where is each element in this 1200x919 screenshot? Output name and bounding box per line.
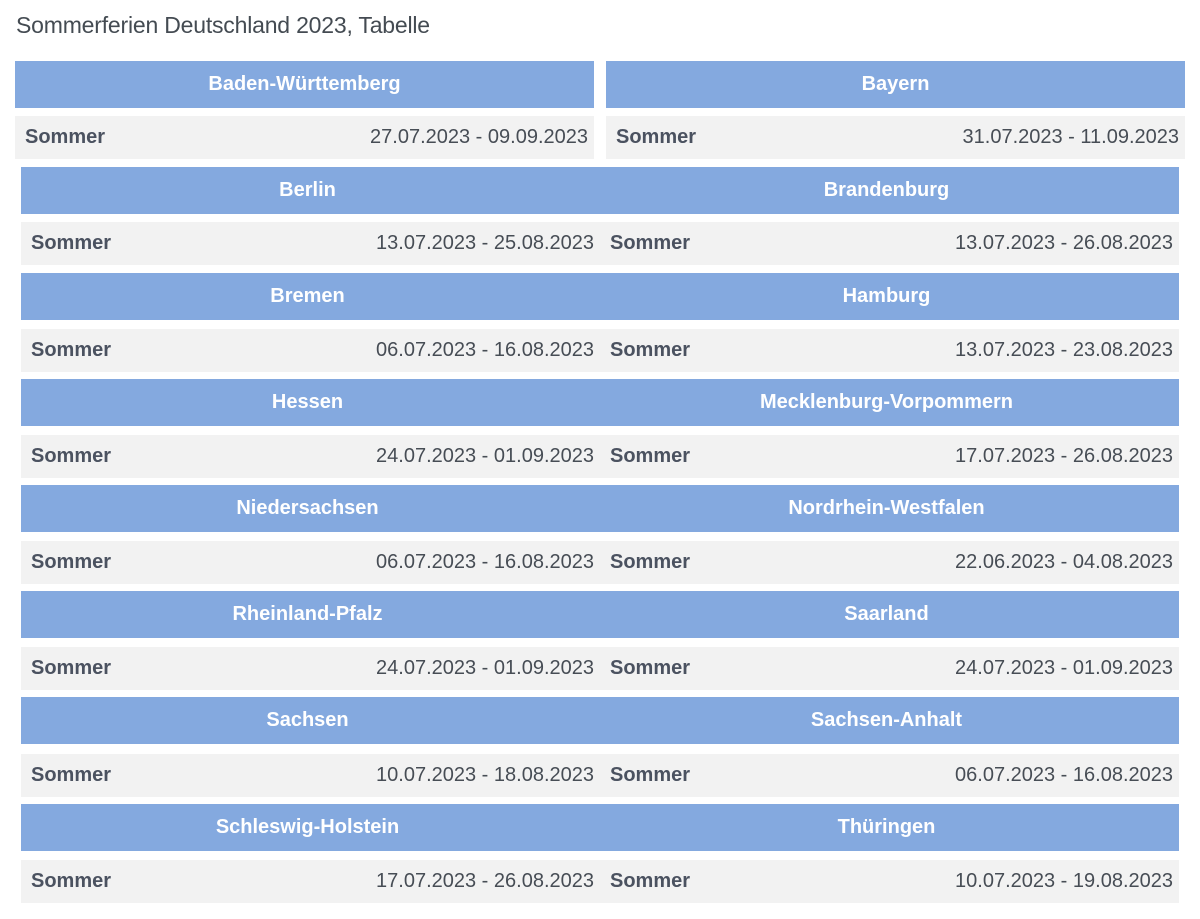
season-label: Sommer (610, 764, 691, 786)
state-header: Brandenburg (594, 167, 1179, 214)
table-row: Sommer 17.07.2023 - 26.08.2023 (21, 860, 594, 903)
table-row: Sommer 10.07.2023 - 19.08.2023 (594, 860, 1179, 903)
date-range: 22.06.2023 - 04.08.2023 (955, 551, 1173, 573)
state-header: Bayern (606, 61, 1185, 108)
state-header: Bremen (21, 273, 594, 320)
season-label: Sommer (610, 232, 691, 254)
table-row: Sommer 31.07.2023 - 11.09.2023 (606, 116, 1185, 159)
table-row: Sommer 10.07.2023 - 18.08.2023 (21, 754, 594, 797)
page-title: Sommerferien Deutschland 2023, Tabelle (16, 12, 430, 38)
date-range: 13.07.2023 - 26.08.2023 (955, 232, 1173, 254)
table-row: Sommer 27.07.2023 - 09.09.2023 (15, 116, 594, 159)
state-header: Niedersachsen (21, 485, 594, 532)
season-label: Sommer (610, 551, 691, 573)
state-header: Sachsen-Anhalt (594, 697, 1179, 744)
date-range: 06.07.2023 - 16.08.2023 (955, 764, 1173, 786)
state-header: Schleswig-Holstein (21, 804, 594, 851)
date-range: 17.07.2023 - 26.08.2023 (376, 870, 594, 892)
table-row: Sommer 17.07.2023 - 26.08.2023 (594, 435, 1179, 478)
date-range: 10.07.2023 - 18.08.2023 (376, 764, 594, 786)
date-range: 06.07.2023 - 16.08.2023 (376, 551, 594, 573)
table-row: Sommer 22.06.2023 - 04.08.2023 (594, 541, 1179, 584)
date-range: 24.07.2023 - 01.09.2023 (376, 445, 594, 467)
season-label: Sommer (31, 232, 112, 254)
date-range: 06.07.2023 - 16.08.2023 (376, 339, 594, 361)
state-header: Rheinland-Pfalz (21, 591, 594, 638)
state-header: Nordrhein-Westfalen (594, 485, 1179, 532)
date-range: 10.07.2023 - 19.08.2023 (955, 870, 1173, 892)
table-row: Sommer 24.07.2023 - 01.09.2023 (21, 647, 594, 690)
state-header: Sachsen (21, 697, 594, 744)
season-label: Sommer (31, 870, 112, 892)
table-row: Sommer 24.07.2023 - 01.09.2023 (21, 435, 594, 478)
state-header: Thüringen (594, 804, 1179, 851)
date-range: 24.07.2023 - 01.09.2023 (955, 657, 1173, 679)
season-label: Sommer (610, 657, 691, 679)
season-label: Sommer (31, 445, 112, 467)
state-header: Mecklenburg-Vorpommern (594, 379, 1179, 426)
state-header: Hessen (21, 379, 594, 426)
table-row: Sommer 13.07.2023 - 26.08.2023 (594, 222, 1179, 265)
season-label: Sommer (25, 126, 106, 148)
season-label: Sommer (31, 551, 112, 573)
state-header: Hamburg (594, 273, 1179, 320)
season-label: Sommer (610, 870, 691, 892)
table-row: Sommer 06.07.2023 - 16.08.2023 (21, 541, 594, 584)
date-range: 17.07.2023 - 26.08.2023 (955, 445, 1173, 467)
date-range: 13.07.2023 - 23.08.2023 (955, 339, 1173, 361)
season-label: Sommer (610, 339, 691, 361)
table-row: Sommer 13.07.2023 - 23.08.2023 (594, 329, 1179, 372)
table-row: Sommer 06.07.2023 - 16.08.2023 (21, 329, 594, 372)
state-header: Baden-Württemberg (15, 61, 594, 108)
season-label: Sommer (31, 764, 112, 786)
date-range: 24.07.2023 - 01.09.2023 (376, 657, 594, 679)
table-row: Sommer 24.07.2023 - 01.09.2023 (594, 647, 1179, 690)
season-label: Sommer (610, 445, 691, 467)
season-label: Sommer (31, 657, 112, 679)
season-label: Sommer (31, 339, 112, 361)
table-row: Sommer 13.07.2023 - 25.08.2023 (21, 222, 594, 265)
date-range: 13.07.2023 - 25.08.2023 (376, 232, 594, 254)
date-range: 31.07.2023 - 11.09.2023 (962, 126, 1179, 148)
state-header: Berlin (21, 167, 594, 214)
date-range: 27.07.2023 - 09.09.2023 (370, 126, 588, 148)
state-header: Saarland (594, 591, 1179, 638)
table-row: Sommer 06.07.2023 - 16.08.2023 (594, 754, 1179, 797)
season-label: Sommer (616, 126, 697, 148)
